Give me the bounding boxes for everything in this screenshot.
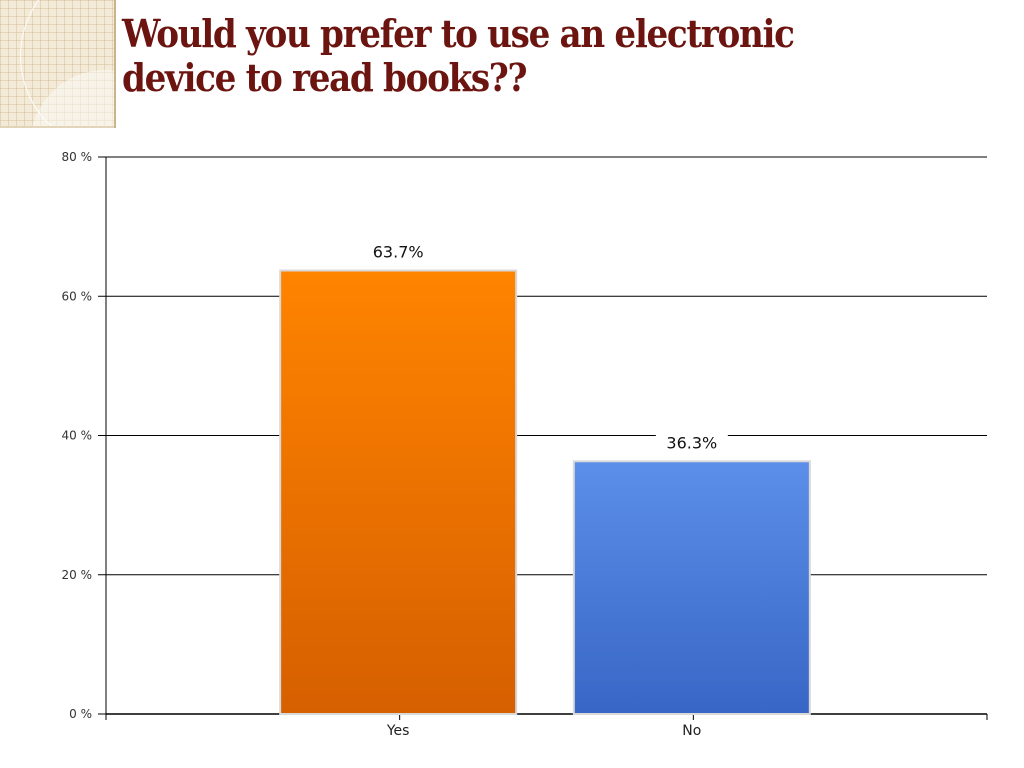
axes: 0 % 20 % 40 % 60 % 80 % [62,150,988,721]
x-category-label: No [682,723,701,739]
slide-title: Would you prefer to use an electronic de… [122,11,795,100]
data-label: 63.7% [373,242,424,261]
gridlines [106,156,987,715]
y-tick-label: 20 % [62,568,93,582]
x-category-label: Yes [386,723,410,739]
bars [279,269,811,716]
data-label-background [655,431,728,456]
corner-decoration [0,0,116,128]
decorative-edge [0,126,114,128]
labels: Yes 63.7% No 36.3% [362,240,728,739]
y-tick-label: 60 % [62,289,93,303]
y-tick-label: 80 % [62,150,93,164]
bar-yes [279,269,518,715]
y-tick-label: 0 % [69,707,92,721]
data-label-background [362,240,435,265]
data-label: 36.3% [666,433,717,452]
decorative-arc [20,0,114,128]
bar-no [572,460,811,716]
y-tick-label: 40 % [62,429,93,443]
